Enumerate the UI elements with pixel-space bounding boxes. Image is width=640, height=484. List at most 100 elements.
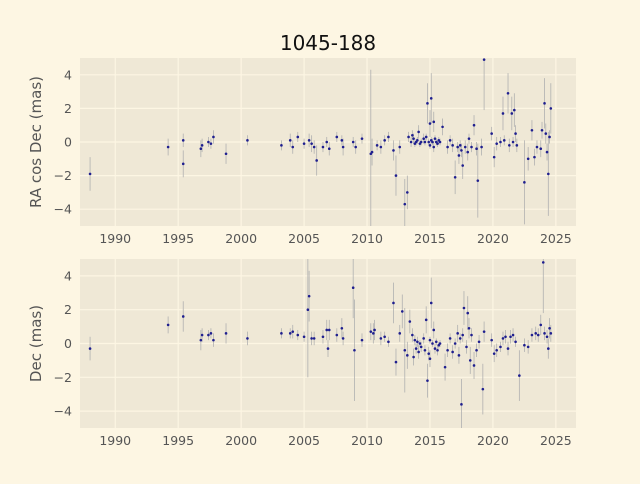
dec-x-tick-label: 1990	[99, 433, 131, 448]
dec-data-point	[526, 345, 530, 349]
dec-data-point	[372, 332, 375, 335]
dec-y-tick-label: −2	[54, 370, 72, 385]
ra-data-point	[321, 145, 325, 149]
dec-data-point	[392, 301, 395, 305]
ra-data-point	[463, 145, 467, 149]
dec-data-point	[543, 332, 546, 335]
dec-data-point	[534, 332, 538, 335]
ra-data-point	[432, 145, 436, 149]
dec-x-tick-label: 2000	[225, 433, 257, 448]
dec-data-point	[446, 348, 449, 352]
ra-data-point	[426, 102, 429, 105]
ra-data-point	[341, 145, 345, 149]
ra-data-point	[351, 140, 355, 144]
dec-panel: 1990 1995 2000 2005 2010 2015 2020 2025 −4 −2 0 2 4 D…	[27, 259, 576, 448]
dec-data-point	[475, 348, 478, 352]
dec-data-point	[306, 308, 310, 312]
dec-data-point	[207, 333, 210, 337]
ra-data-point	[526, 157, 530, 161]
dec-data-point	[321, 335, 325, 339]
ra-data-point	[428, 122, 432, 125]
ra-data-point	[466, 150, 470, 154]
ra-data-point	[370, 150, 374, 154]
ra-data-point	[507, 144, 511, 147]
dec-data-point	[458, 337, 462, 340]
ra-data-point	[460, 149, 463, 152]
dec-data-point	[465, 345, 468, 349]
dec-data-point	[433, 347, 437, 350]
dec-y-tick-label: −4	[54, 404, 72, 419]
dec-x-tick-label: 2025	[540, 433, 572, 448]
ra-x-tick-label: 2015	[414, 231, 446, 246]
dec-data-point	[509, 335, 512, 339]
dec-data-point	[432, 328, 436, 332]
ra-data-point	[409, 140, 413, 144]
dec-data-point	[518, 374, 521, 377]
ra-data-point	[441, 125, 444, 129]
dec-data-point	[351, 286, 355, 290]
ra-data-point	[166, 145, 170, 149]
ra-data-point	[302, 142, 306, 145]
dec-data-point	[427, 352, 431, 355]
ra-data-point	[511, 140, 515, 144]
ra-x-tick-label: 1995	[162, 231, 194, 246]
ra-data-point	[451, 144, 454, 147]
ra-data-point	[200, 144, 204, 147]
ra-data-point	[416, 139, 419, 142]
dec-data-point	[545, 335, 549, 339]
dec-data-point	[412, 355, 415, 359]
ra-data-point	[533, 155, 536, 159]
ra-data-point	[506, 91, 510, 95]
ra-data-point	[457, 154, 461, 157]
ra-data-point	[530, 128, 534, 132]
dec-data-point	[224, 332, 228, 335]
dec-data-point	[530, 333, 534, 337]
dec-x-tick-label: 2010	[351, 433, 383, 448]
ra-data-point	[502, 139, 506, 142]
ra-x-tick-label: 2005	[288, 231, 320, 246]
ra-data-point	[458, 144, 462, 147]
dec-data-point	[327, 328, 331, 332]
ra-x-tick-label: 2025	[540, 231, 572, 246]
dec-data-point	[431, 342, 434, 345]
ra-data-point	[428, 144, 432, 147]
dec-data-point	[453, 342, 457, 345]
ra-y-tick-label: −4	[54, 202, 72, 217]
ra-data-point	[327, 147, 331, 151]
dec-data-point	[506, 347, 510, 350]
ra-data-point	[419, 140, 423, 144]
ra-data-point	[548, 135, 551, 139]
ra-data-point	[340, 139, 344, 142]
ra-data-point	[394, 174, 398, 177]
ra-data-point	[407, 135, 410, 139]
dec-data-point	[501, 337, 505, 340]
dec-data-point	[212, 338, 215, 342]
dec-data-point	[472, 364, 476, 367]
ra-data-point	[446, 145, 449, 149]
ra-data-point	[544, 132, 548, 135]
dec-data-point	[504, 335, 507, 339]
dec-data-point	[199, 338, 203, 342]
ra-data-point	[406, 191, 409, 194]
ra-data-point	[392, 149, 395, 152]
dec-data-point	[492, 352, 496, 355]
dec-data-point	[462, 306, 466, 310]
dec-data-point	[416, 340, 419, 344]
ra-data-point	[456, 145, 459, 149]
dec-x-tick-label: 2015	[414, 433, 446, 448]
dec-data-point	[307, 294, 311, 298]
dec-y-tick-label: 0	[64, 336, 72, 351]
dec-data-point	[387, 340, 390, 344]
ra-panel: 1990 1995 2000 2005 2010 2015 2020 2025 −4 −2 0 2 4 R…	[27, 58, 576, 246]
ra-data-point	[482, 58, 486, 61]
ra-data-point	[523, 181, 526, 184]
dec-data-point	[523, 343, 526, 347]
dec-data-point	[417, 350, 420, 354]
dec-data-point	[460, 403, 463, 406]
dec-data-point	[326, 347, 330, 350]
ra-data-point	[515, 144, 519, 147]
ra-data-point	[325, 140, 329, 144]
dec-data-point	[403, 348, 407, 352]
ra-data-point	[199, 147, 203, 151]
ra-data-point	[360, 137, 364, 140]
